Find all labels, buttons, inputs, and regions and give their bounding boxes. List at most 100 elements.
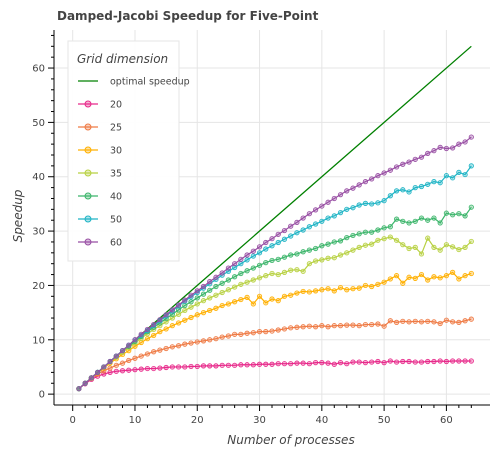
point-20: [375, 358, 381, 365]
series-line-30: [78, 271, 472, 390]
point-30: [337, 285, 344, 291]
point-30: [456, 276, 462, 282]
x-tick-label: 50: [378, 415, 391, 426]
point-50: [256, 250, 263, 256]
point-20: [182, 364, 188, 370]
point-25: [400, 318, 406, 324]
point-35: [207, 295, 213, 301]
point-35: [269, 270, 275, 277]
point-40: [362, 229, 369, 235]
point-50: [369, 201, 375, 207]
point-25: [232, 331, 238, 337]
point-30: [288, 292, 294, 298]
point-20: [132, 367, 138, 373]
point-60: [312, 207, 319, 213]
point-60: [431, 148, 437, 154]
point-20: [412, 359, 418, 365]
point-50: [375, 200, 381, 206]
series-line-50: [78, 165, 472, 390]
point-50: [275, 239, 281, 246]
point-30: [157, 329, 163, 335]
point-30: [431, 274, 437, 280]
point-35: [175, 311, 182, 317]
point-40: [412, 218, 418, 224]
point-20: [263, 361, 269, 367]
point-50: [288, 233, 294, 239]
point-25: [163, 345, 169, 352]
point-20: [126, 367, 132, 373]
point-60: [362, 179, 369, 185]
point-20: [437, 358, 443, 364]
series-line-35: [78, 236, 472, 390]
point-40: [406, 220, 412, 226]
point-25: [319, 323, 325, 329]
point-20: [157, 365, 163, 371]
point-30: [225, 301, 231, 307]
point-50: [450, 175, 456, 181]
point-40: [238, 270, 244, 277]
point-50: [400, 187, 406, 193]
point-30: [406, 274, 412, 280]
point-25: [450, 319, 456, 325]
point-35: [387, 234, 393, 240]
point-50: [281, 236, 288, 242]
y-tick-label: 0: [39, 390, 45, 401]
point-40: [294, 251, 300, 257]
point-20: [232, 362, 238, 368]
point-40: [175, 307, 182, 313]
point-60: [468, 134, 474, 140]
point-25: [238, 331, 244, 337]
point-25: [213, 336, 219, 342]
point-40: [300, 249, 306, 255]
series-line-60: [78, 136, 472, 390]
point-25: [119, 360, 126, 366]
point-40: [306, 247, 312, 253]
point-60: [300, 215, 306, 221]
point-20: [381, 360, 387, 366]
point-30: [362, 282, 369, 289]
point-20: [431, 358, 437, 365]
point-20: [288, 361, 294, 367]
point-25: [200, 338, 207, 344]
point-35: [213, 292, 219, 298]
point-25: [126, 357, 132, 364]
point-40: [431, 215, 437, 221]
point-60: [157, 317, 163, 323]
point-40: [350, 232, 356, 239]
point-20: [144, 365, 151, 372]
point-35: [400, 242, 406, 248]
point-35: [219, 289, 225, 296]
point-60: [456, 141, 462, 147]
point-30: [350, 286, 356, 292]
legend-entry-label: 35: [110, 169, 122, 180]
y-tick-label: 40: [32, 172, 45, 183]
point-40: [369, 229, 375, 235]
point-40: [182, 302, 188, 309]
point-30: [387, 276, 393, 282]
point-35: [281, 269, 288, 275]
point-25: [431, 319, 437, 325]
point-60: [76, 386, 82, 392]
point-25: [182, 341, 188, 347]
point-40: [331, 239, 337, 245]
point-30: [325, 286, 331, 292]
point-30: [294, 290, 300, 296]
point-30: [188, 314, 194, 321]
point-30: [169, 323, 175, 329]
point-25: [244, 330, 250, 336]
point-60: [344, 188, 350, 194]
legend-title: Grid dimension: [77, 52, 168, 66]
point-40: [200, 291, 207, 297]
point-20: [175, 364, 182, 370]
point-25: [443, 317, 449, 323]
point-35: [375, 237, 381, 243]
point-25: [306, 323, 312, 329]
point-30: [356, 285, 362, 291]
point-60: [275, 231, 281, 237]
legend-swatch-marker: [84, 123, 92, 131]
point-60: [263, 239, 269, 246]
point-30: [182, 317, 188, 323]
point-25: [369, 321, 375, 328]
point-20: [362, 360, 369, 366]
